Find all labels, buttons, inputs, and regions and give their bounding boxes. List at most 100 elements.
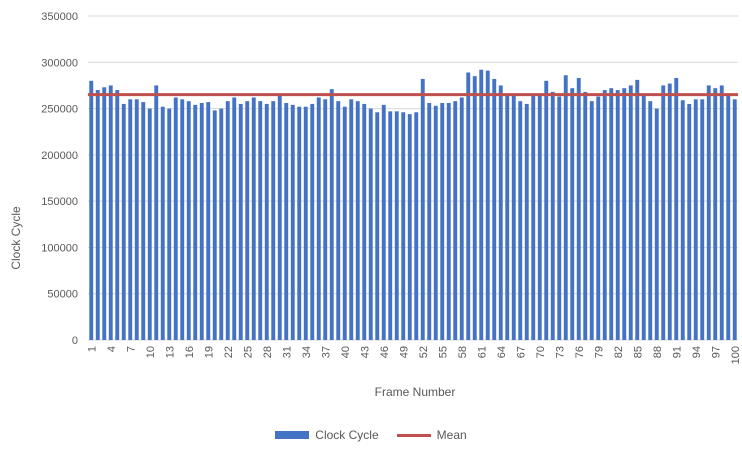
bar xyxy=(687,103,692,340)
bar xyxy=(355,101,360,340)
bar xyxy=(95,90,100,340)
bar xyxy=(732,99,737,340)
bar xyxy=(713,88,718,340)
x-tick-label: 91 xyxy=(671,346,683,358)
bar xyxy=(420,78,425,340)
bar xyxy=(108,85,113,340)
y-tick-label: 0 xyxy=(72,335,78,347)
bar xyxy=(401,112,406,340)
y-axis-label: Clock Cycle xyxy=(9,206,23,270)
bar xyxy=(511,94,516,340)
bar xyxy=(583,91,588,340)
bar xyxy=(381,104,386,341)
bar xyxy=(654,108,659,340)
bar xyxy=(576,78,581,340)
bar xyxy=(492,78,497,340)
bar xyxy=(648,101,653,340)
bar xyxy=(219,108,224,340)
bar xyxy=(693,99,698,340)
bar xyxy=(479,69,484,340)
bar xyxy=(368,108,373,340)
bar xyxy=(414,112,419,340)
x-tick-label: 61 xyxy=(476,346,488,358)
bar xyxy=(563,75,568,340)
legend-item-clock-cycle: Clock Cycle xyxy=(275,428,379,442)
bar xyxy=(225,101,230,340)
bar xyxy=(667,83,672,340)
x-tick-label: 25 xyxy=(242,346,254,358)
x-tick-label: 64 xyxy=(496,346,508,358)
bar-chart-canvas: 0 50000 100000 150000 200000 250000 300000 3500… xyxy=(9,11,742,399)
x-tick-label: 52 xyxy=(418,346,430,358)
y-tick-label: 350000 xyxy=(41,11,78,23)
bar xyxy=(141,102,146,340)
bar xyxy=(362,103,367,340)
bar xyxy=(186,101,191,340)
y-tick-label: 200000 xyxy=(41,150,78,162)
bar xyxy=(349,99,354,340)
bar xyxy=(154,85,159,340)
bar xyxy=(596,96,601,340)
bar xyxy=(102,87,107,340)
bar xyxy=(160,106,165,340)
x-tick-label: 76 xyxy=(574,346,586,358)
bar xyxy=(570,88,575,340)
bar xyxy=(531,95,536,341)
legend-swatch-bar xyxy=(275,431,310,439)
bar xyxy=(375,112,380,340)
x-tick-label: 1 xyxy=(86,346,98,352)
x-tick-label: 97 xyxy=(710,346,722,358)
bar xyxy=(167,108,172,340)
bar xyxy=(498,85,503,340)
bar xyxy=(472,76,477,341)
bar xyxy=(290,104,295,341)
bar xyxy=(700,99,705,340)
x-tick-label: 88 xyxy=(652,346,664,358)
bar xyxy=(661,85,666,340)
x-tick-label: 58 xyxy=(457,346,469,358)
legend-swatch-line xyxy=(396,433,431,437)
x-tick-label: 100 xyxy=(730,346,742,364)
bar xyxy=(459,97,464,340)
bar xyxy=(277,94,282,340)
bar xyxy=(622,88,627,340)
bar xyxy=(518,101,523,340)
bar xyxy=(641,95,646,341)
x-tick-label: 79 xyxy=(593,346,605,358)
bar xyxy=(485,70,490,341)
bar xyxy=(680,100,685,341)
x-tick-label: 28 xyxy=(262,346,274,358)
bar xyxy=(537,93,542,340)
bar xyxy=(128,99,133,340)
bar xyxy=(342,106,347,340)
bar xyxy=(271,101,276,340)
legend-label-clock-cycle: Clock Cycle xyxy=(315,428,379,442)
bar xyxy=(544,80,549,341)
y-tick-label: 300000 xyxy=(41,57,78,69)
bar xyxy=(609,88,614,340)
clock-cycle-bars xyxy=(89,69,737,341)
bar xyxy=(323,99,328,340)
legend-item-mean: Mean xyxy=(396,428,467,442)
x-tick-labels: 1 4 7 10 13 16 19 22 25 28 31 34 37 40 43 46 49 52 55 58 61 6… xyxy=(86,346,742,364)
x-tick-label: 73 xyxy=(554,346,566,358)
bar xyxy=(602,90,607,340)
bar xyxy=(674,78,679,340)
x-tick-label: 67 xyxy=(515,346,527,358)
bar xyxy=(719,85,724,340)
x-tick-label: 43 xyxy=(359,346,371,358)
bar xyxy=(297,106,302,340)
bar xyxy=(89,80,94,341)
bar xyxy=(245,101,250,340)
bar xyxy=(635,79,640,341)
x-axis-label: Frame Number xyxy=(375,385,456,399)
bar xyxy=(394,111,399,340)
x-tick-label: 34 xyxy=(301,346,313,358)
bar xyxy=(238,103,243,340)
x-tick-label: 85 xyxy=(632,346,644,358)
legend-label-mean: Mean xyxy=(436,428,467,442)
bar xyxy=(440,103,445,340)
x-tick-label: 40 xyxy=(340,346,352,358)
bar xyxy=(134,99,139,340)
bar xyxy=(212,110,217,341)
